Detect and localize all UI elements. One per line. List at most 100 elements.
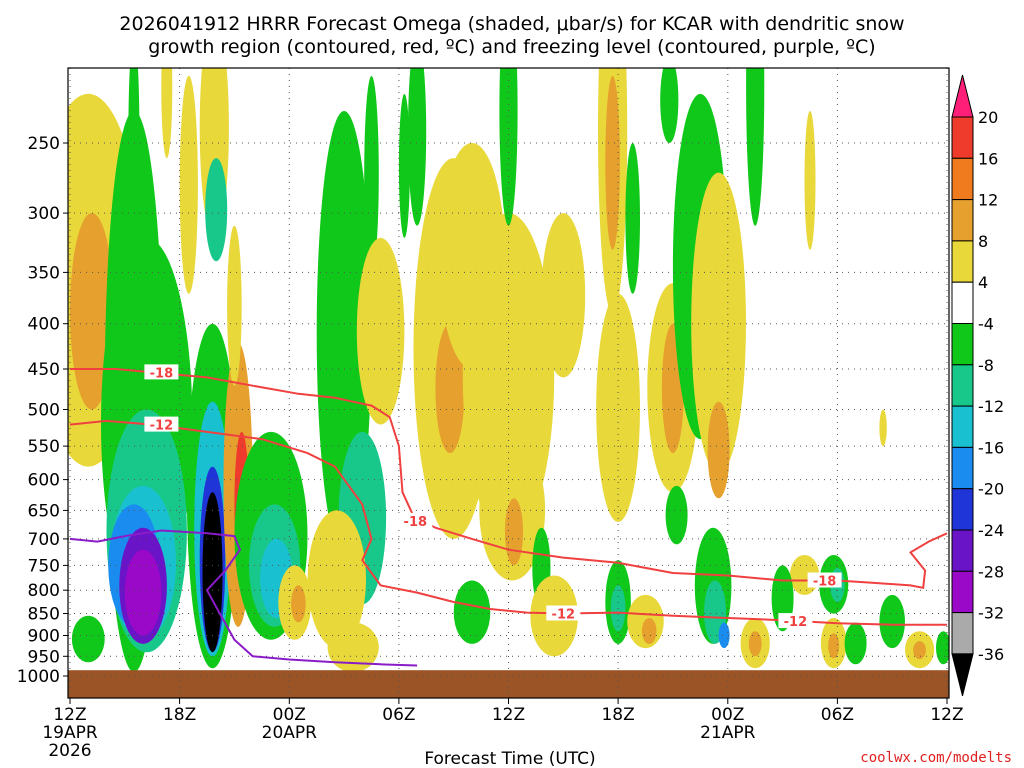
- omega-region: [398, 93, 410, 238]
- y-tick-label: 950: [28, 647, 60, 667]
- omega-region: [596, 293, 640, 522]
- omega-region: [844, 622, 867, 665]
- y-tick-label: 350: [28, 263, 60, 283]
- y-tick-label: 450: [28, 360, 60, 380]
- colorbar-label: -24: [978, 521, 1004, 540]
- colorbar-label: 16: [978, 149, 998, 168]
- omega-region: [202, 492, 223, 653]
- omega-region: [660, 68, 679, 143]
- temperature-contours: -18 -18 -18 -12 -12 -12: [69, 364, 948, 667]
- y-tick-label: 1000: [17, 667, 60, 687]
- omega-region: [128, 68, 140, 226]
- contour-label-bg: [144, 364, 179, 380]
- colorbar-label: -16: [978, 438, 1004, 457]
- omega-region: [691, 172, 746, 474]
- contour-label: -12: [150, 419, 174, 434]
- colorbar-swatch: [951, 364, 974, 407]
- omega-region: [746, 68, 765, 226]
- omega-region: [161, 68, 173, 159]
- contour-label: -18: [150, 366, 174, 381]
- x-tick-label: 12Z: [492, 705, 525, 725]
- contour-dgz_top: [70, 368, 948, 589]
- colorbar-top-arrow: [951, 74, 974, 118]
- omega-region: [227, 225, 242, 386]
- y-tick-label: 600: [28, 471, 60, 491]
- contour-label: -18: [404, 515, 428, 530]
- omega-region: [605, 75, 620, 250]
- y-tick-label: 700: [28, 530, 60, 550]
- colorbar-swatch: [951, 405, 974, 448]
- omega-region: [665, 485, 688, 545]
- x-tick-label: 00Z: [273, 705, 306, 725]
- omega-region: [327, 622, 379, 673]
- colorbar-swatch: [951, 570, 974, 614]
- contour-label: -12: [784, 615, 808, 630]
- y-tick-label: 550: [28, 437, 60, 457]
- colorbar-bottom-arrow: [951, 653, 974, 697]
- colorbar-label: -12: [978, 397, 1004, 416]
- omega-region: [804, 110, 816, 250]
- omega-region: [71, 615, 105, 663]
- x-tick-date: 20APR: [262, 723, 318, 743]
- colorbar-swatch: [951, 488, 974, 531]
- x-tick-date: 21APR: [700, 723, 756, 743]
- y-tick-label: 400: [28, 315, 60, 335]
- y-tick-label: 500: [28, 401, 60, 421]
- colorbar-label: -8: [978, 356, 994, 375]
- x-tick-label: 06Z: [821, 705, 854, 725]
- omega-region: [408, 68, 427, 226]
- omega-region: [625, 143, 640, 294]
- omega-region: [913, 641, 926, 660]
- pressure-axis: 2503003504004505005506006507007508008509…: [17, 134, 68, 687]
- omega-region: [179, 75, 198, 294]
- colorbar-label: 8: [978, 232, 988, 251]
- x-tick-date: 19APR: [42, 723, 98, 743]
- x-tick-year: 2026: [48, 741, 91, 761]
- y-tick-label: 650: [28, 501, 60, 521]
- colorbar-swatch: [951, 529, 974, 572]
- contour-dgz_bottom: [69, 419, 947, 626]
- colorbar-swatch: [951, 281, 974, 325]
- omega-region: [718, 622, 730, 649]
- omega-region: [707, 401, 730, 499]
- y-tick-label: 800: [28, 581, 60, 601]
- x-tick-label: 12Z: [930, 705, 963, 725]
- colorbar-label: 12: [978, 191, 998, 210]
- omega-region: [453, 580, 491, 644]
- y-tick-label: 300: [28, 204, 60, 224]
- contour-freezing_level: [69, 529, 418, 667]
- colorbar-swatch: [951, 612, 974, 655]
- contour-label: -18: [813, 575, 837, 590]
- omega-region: [70, 213, 114, 410]
- chart-title-line2: growth region (contoured, red, ºC) and f…: [148, 36, 875, 58]
- omega-region: [641, 618, 657, 644]
- omega-colorbar: 20 16 12 8 4 -4 -8 -12 -16 -20 -24 -28 -32 -36: [951, 74, 1004, 697]
- x-tick-label: 18Z: [163, 705, 196, 725]
- omega-region: [541, 213, 586, 378]
- colorbar-swatch: [951, 116, 974, 159]
- contour-label-bg: [398, 512, 433, 528]
- omega-region: [936, 631, 949, 665]
- credit-text: coolwx.com/modelts: [860, 750, 1012, 766]
- colorbar-label: -4: [978, 315, 994, 334]
- contour-label-bg: [546, 605, 581, 621]
- x-tick-label: 12Z: [53, 705, 86, 725]
- x-axis-label: Forecast Time (UTC): [424, 749, 595, 768]
- chart-title-line1: 2026041912 HRRR Forecast Omega (shaded, …: [119, 13, 904, 35]
- colorbar-swatch: [951, 240, 974, 283]
- omega-region: [879, 409, 887, 447]
- y-tick-label: 850: [28, 605, 60, 625]
- colorbar-label: -28: [978, 562, 1004, 581]
- omega-region: [205, 158, 228, 262]
- colorbar-swatch: [951, 323, 974, 366]
- omega-region: [504, 498, 524, 566]
- contour-label-bg: [778, 613, 813, 629]
- omega-region: [124, 549, 162, 636]
- omega-region: [307, 510, 366, 649]
- colorbar-label: -36: [978, 645, 1004, 664]
- y-tick-label: 250: [28, 134, 60, 154]
- colorbar-label: 4: [978, 273, 988, 292]
- x-tick-label: 06Z: [382, 705, 415, 725]
